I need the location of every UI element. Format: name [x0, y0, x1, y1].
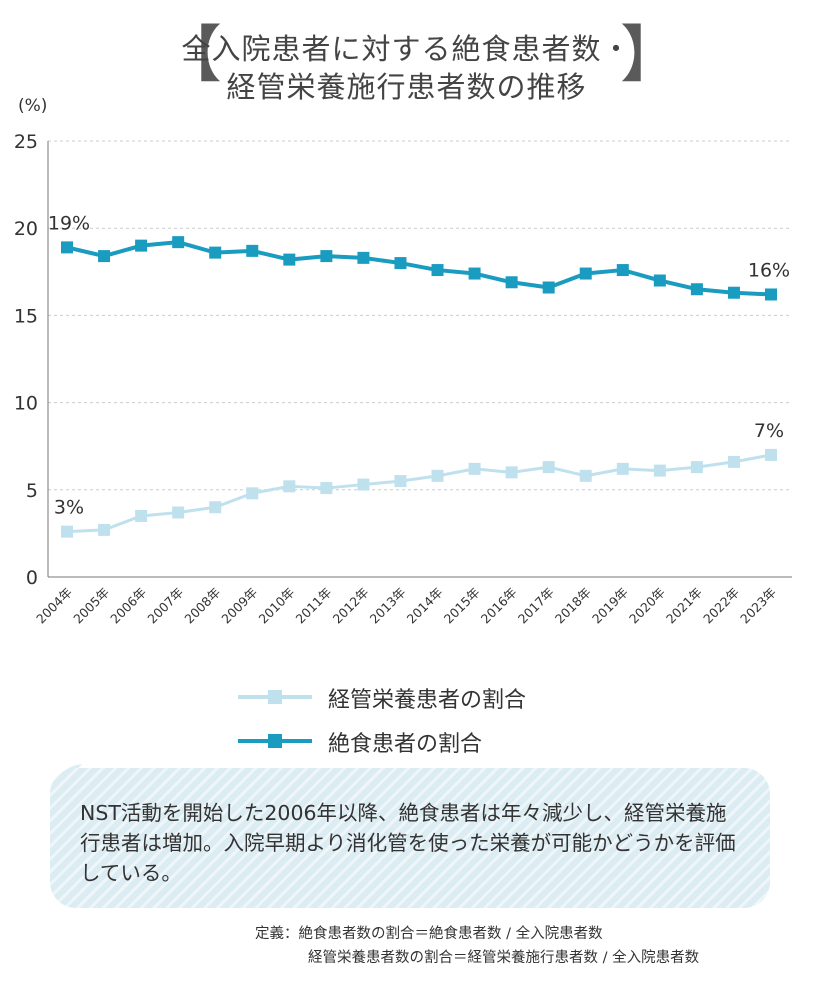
- x-tick-label: 2016年: [478, 585, 520, 627]
- data-point-tube: [616, 462, 629, 475]
- data-point-tube: [135, 509, 148, 522]
- x-tick-label: 2006年: [107, 585, 149, 627]
- data-point-fasting: [246, 244, 259, 257]
- legend-marker-fasting: [268, 734, 282, 748]
- data-point-fasting: [357, 251, 370, 264]
- definition-line-2: 経管栄養患者数の割合＝経管栄養施行患者数 / 全入院患者数: [308, 950, 700, 966]
- definition-line-1: 定義：絶食患者数の割合＝絶食患者数 / 全入院患者数: [255, 926, 603, 942]
- data-point-tube: [246, 487, 259, 500]
- title-bracket-right: 】: [620, 18, 683, 91]
- data-point-fasting: [320, 250, 333, 263]
- data-point-tube: [579, 469, 592, 482]
- x-tick-label: 2012年: [330, 585, 372, 627]
- x-tick-label: 2021年: [663, 585, 705, 627]
- x-tick-label: 2005年: [70, 585, 112, 627]
- series-line-fasting: [66, 240, 772, 297]
- y-tick-label: 20: [14, 218, 38, 240]
- x-tick-label: 2013年: [367, 585, 409, 627]
- data-point-tube: [394, 475, 407, 488]
- legend-label-tube: 経管栄養患者の割合: [328, 688, 527, 713]
- data-point-tube: [320, 482, 333, 495]
- data-point-fasting: [616, 264, 629, 277]
- data-point-tube: [209, 501, 222, 514]
- y-tick-label: 15: [14, 305, 38, 327]
- data-point-tube: [542, 461, 555, 474]
- data-point-fasting: [468, 267, 481, 280]
- data-point-fasting: [765, 288, 777, 301]
- y-tick-label: 25: [14, 131, 38, 153]
- data-point-fasting: [394, 257, 407, 270]
- y-axis-unit: (%): [18, 96, 48, 116]
- data-point-fasting: [61, 241, 73, 254]
- data-point-tube: [727, 455, 740, 468]
- line-chart: 0 5 10 15 20 25 2004年2005年2006年2007年2008年2009年…: [14, 131, 792, 627]
- data-label-fasting: 19%: [48, 212, 90, 234]
- data-point-tube: [283, 480, 296, 493]
- legend-label-fasting: 絶食患者の割合: [328, 732, 483, 757]
- title-line-1: 全入院患者に対する絶食患者数・: [181, 32, 632, 66]
- data-point-fasting: [653, 274, 666, 287]
- data-point-fasting: [98, 250, 111, 263]
- data-label-tube: 3%: [54, 497, 84, 519]
- note-box: [50, 768, 770, 908]
- data-point-fasting: [431, 264, 444, 277]
- title-bracket-left: 【: [160, 18, 223, 91]
- data-point-tube: [765, 448, 777, 461]
- x-tick-label: 2011年: [293, 585, 335, 627]
- x-tick-label: 2009年: [218, 585, 260, 627]
- x-tick-label: 2018年: [552, 585, 594, 627]
- data-point-tube: [653, 464, 666, 477]
- x-tick-label: 2004年: [33, 585, 75, 627]
- y-tick-label: 0: [26, 567, 38, 589]
- data-point-fasting: [505, 276, 518, 289]
- title-line-2: 経管栄養施行患者数の推移: [226, 70, 587, 104]
- y-tick-label: 5: [26, 480, 38, 502]
- x-tick-label: 2017年: [515, 585, 557, 627]
- data-point-fasting: [727, 286, 740, 299]
- data-point-tube: [357, 478, 370, 491]
- chart-title: 【 全入院患者に対する絶食患者数・ 経管栄養施行患者数の推移 】: [0, 18, 813, 105]
- data-point-tube: [172, 506, 185, 519]
- data-point-fasting: [283, 253, 296, 266]
- x-tick-label: 2008年: [181, 585, 223, 627]
- y-tick-label: 10: [14, 393, 38, 415]
- data-point-tube: [505, 466, 518, 479]
- data-label-tube: 7%: [754, 420, 784, 442]
- x-tick-label: 2022年: [700, 585, 742, 627]
- legend-marker-tube: [268, 690, 282, 704]
- data-point-tube: [690, 461, 703, 474]
- x-tick-label: 2023年: [737, 585, 779, 627]
- data-point-fasting: [172, 236, 185, 249]
- x-tick-label: 2010年: [255, 585, 297, 627]
- x-tick-label: 2014年: [404, 585, 446, 627]
- data-label-fasting: 16%: [748, 259, 790, 281]
- x-tick-label: 2019年: [589, 585, 631, 627]
- data-point-fasting: [690, 283, 703, 296]
- data-point-fasting: [135, 239, 148, 252]
- x-tick-label: 2007年: [144, 585, 186, 627]
- note-text: NST活動を開始した2006年以降、絶食患者は年々減少し、経管栄養施行患者は増加…: [80, 801, 736, 885]
- data-point-fasting: [542, 281, 555, 294]
- data-point-fasting: [209, 246, 222, 259]
- data-point-tube: [98, 523, 111, 536]
- data-point-tube: [61, 525, 73, 538]
- data-point-fasting: [579, 267, 592, 280]
- x-tick-label: 2020年: [626, 585, 668, 627]
- series-line-tube: [66, 453, 772, 534]
- x-tick-label: 2015年: [441, 585, 483, 627]
- data-point-tube: [431, 469, 444, 482]
- data-point-tube: [468, 462, 481, 475]
